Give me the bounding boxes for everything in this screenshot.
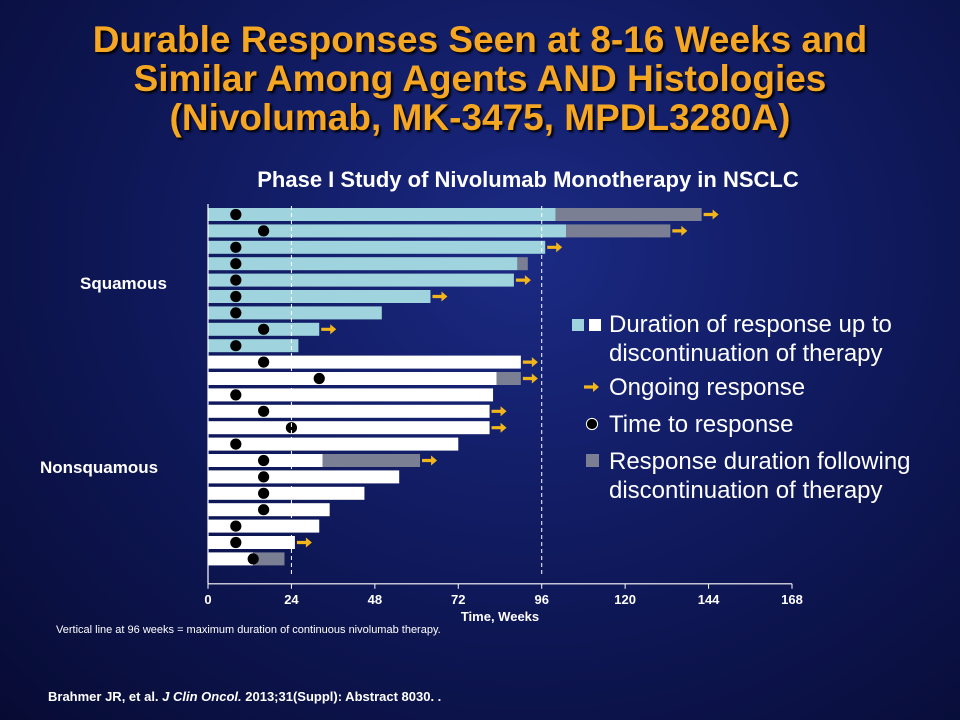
bar-on-therapy — [208, 372, 497, 385]
bar-on-therapy — [208, 355, 521, 369]
x-tick-label: 144 — [698, 592, 720, 607]
ongoing-arrow — [703, 209, 719, 220]
time-to-response-marker — [258, 323, 270, 335]
bar-on-therapy — [208, 486, 365, 500]
bar-on-therapy — [208, 208, 556, 221]
time-to-response-marker — [258, 405, 270, 417]
legend-ongoing-label: Ongoing response — [609, 374, 806, 401]
bar-on-therapy — [208, 421, 490, 435]
ongoing-arrow — [522, 373, 538, 384]
reference-details: 2013;31(Suppl): Abstract 8030. . — [241, 689, 442, 704]
time-to-response-marker — [230, 520, 242, 532]
time-to-response-marker — [230, 208, 242, 221]
bar-on-therapy — [208, 290, 431, 303]
x-tick-label: 0 — [204, 592, 211, 607]
bar-on-therapy — [208, 536, 295, 549]
legend-swatch-nonsquamous — [589, 319, 601, 331]
ongoing-arrow — [522, 357, 538, 368]
bar-post-discontinuation — [555, 208, 702, 221]
bar-on-therapy — [208, 470, 400, 484]
legend-swatch-post-discontinuation — [586, 454, 599, 467]
ongoing-arrow — [432, 291, 448, 302]
bar-post-discontinuation — [566, 224, 671, 238]
bar-post-discontinuation — [517, 257, 528, 271]
time-to-response-marker — [313, 372, 325, 385]
title-line-2: Similar Among Agents AND Histologies — [133, 58, 827, 99]
time-to-response-marker — [247, 553, 259, 565]
bar-on-therapy — [208, 306, 382, 320]
x-tick-label: 48 — [368, 592, 382, 607]
bar-on-therapy — [208, 552, 254, 566]
time-to-response-marker — [230, 536, 242, 549]
ongoing-arrow — [422, 455, 438, 466]
time-to-response-marker — [258, 487, 270, 499]
ongoing-arrow — [296, 537, 312, 548]
bar-on-therapy — [208, 240, 546, 254]
bar-post-discontinuation — [322, 454, 421, 467]
title-line-1: Durable Responses Seen at 8-16 Weeks and — [92, 19, 868, 60]
ongoing-arrow — [547, 242, 563, 253]
x-tick-label: 24 — [284, 592, 299, 607]
time-to-response-marker — [258, 356, 270, 368]
legend-marker-icon — [585, 417, 599, 431]
reference: Brahmer JR, et al. J Clin Oncol. 2013;31… — [48, 689, 441, 704]
ongoing-arrow — [491, 422, 507, 433]
time-to-response-marker — [230, 340, 242, 352]
group-label-squamous: Squamous — [80, 274, 167, 293]
time-to-response-marker — [258, 225, 270, 237]
bar-on-therapy — [208, 339, 299, 353]
bar-on-therapy — [208, 388, 494, 402]
legend-arrow-icon — [584, 382, 599, 392]
reference-authors: Brahmer JR, et al. — [48, 689, 159, 704]
time-to-response-marker — [258, 454, 270, 467]
group-label-nonsquamous: Nonsquamous — [40, 458, 159, 477]
legend-swatch-squamous — [572, 319, 584, 331]
time-to-response-marker — [230, 258, 242, 270]
time-to-response-marker — [230, 307, 242, 319]
legend-post-discontinuation-label: Response duration following discontinuat… — [609, 448, 911, 504]
time-to-response-marker — [285, 422, 298, 434]
time-to-response-marker — [230, 438, 242, 450]
x-axis-label: Time, Weeks — [461, 609, 539, 624]
bar-on-therapy — [208, 437, 459, 451]
bar-post-discontinuation — [496, 372, 521, 385]
legend-duration-label: Duration of response up to discontinuati… — [609, 311, 892, 367]
ongoing-arrow — [672, 225, 688, 236]
bar-on-therapy — [208, 273, 514, 287]
title-line-3: (Nivolumab, MK-3475, MPDL3280A) — [169, 97, 791, 138]
time-to-response-marker — [258, 471, 270, 483]
ongoing-arrow — [491, 406, 507, 417]
ongoing-arrow — [515, 275, 531, 286]
legend-time-to-response-label: Time to response — [609, 411, 794, 438]
bar-post-discontinuation — [253, 552, 285, 566]
x-tick-label: 120 — [614, 592, 636, 607]
bar-on-therapy — [208, 519, 320, 533]
chart-title: Phase I Study of Nivolumab Monotherapy i… — [257, 167, 799, 192]
time-to-response-marker — [230, 274, 242, 286]
bar-on-therapy — [208, 224, 567, 238]
footnote: Vertical line at 96 weeks = maximum dura… — [56, 624, 441, 636]
x-tick-label: 168 — [781, 592, 803, 607]
x-tick-label: 96 — [534, 592, 548, 607]
x-tick-label: 72 — [451, 592, 465, 607]
slide-title: Durable Responses Seen at 8-16 Weeks and… — [0, 20, 960, 137]
bar-on-therapy — [208, 257, 518, 271]
ongoing-arrow — [321, 324, 337, 335]
time-to-response-marker — [230, 389, 242, 401]
time-to-response-marker — [230, 241, 242, 253]
time-to-response-marker — [230, 290, 242, 303]
reference-journal: J Clin Oncol. — [162, 689, 242, 704]
bar-on-therapy — [208, 404, 490, 418]
time-to-response-marker — [258, 504, 270, 516]
